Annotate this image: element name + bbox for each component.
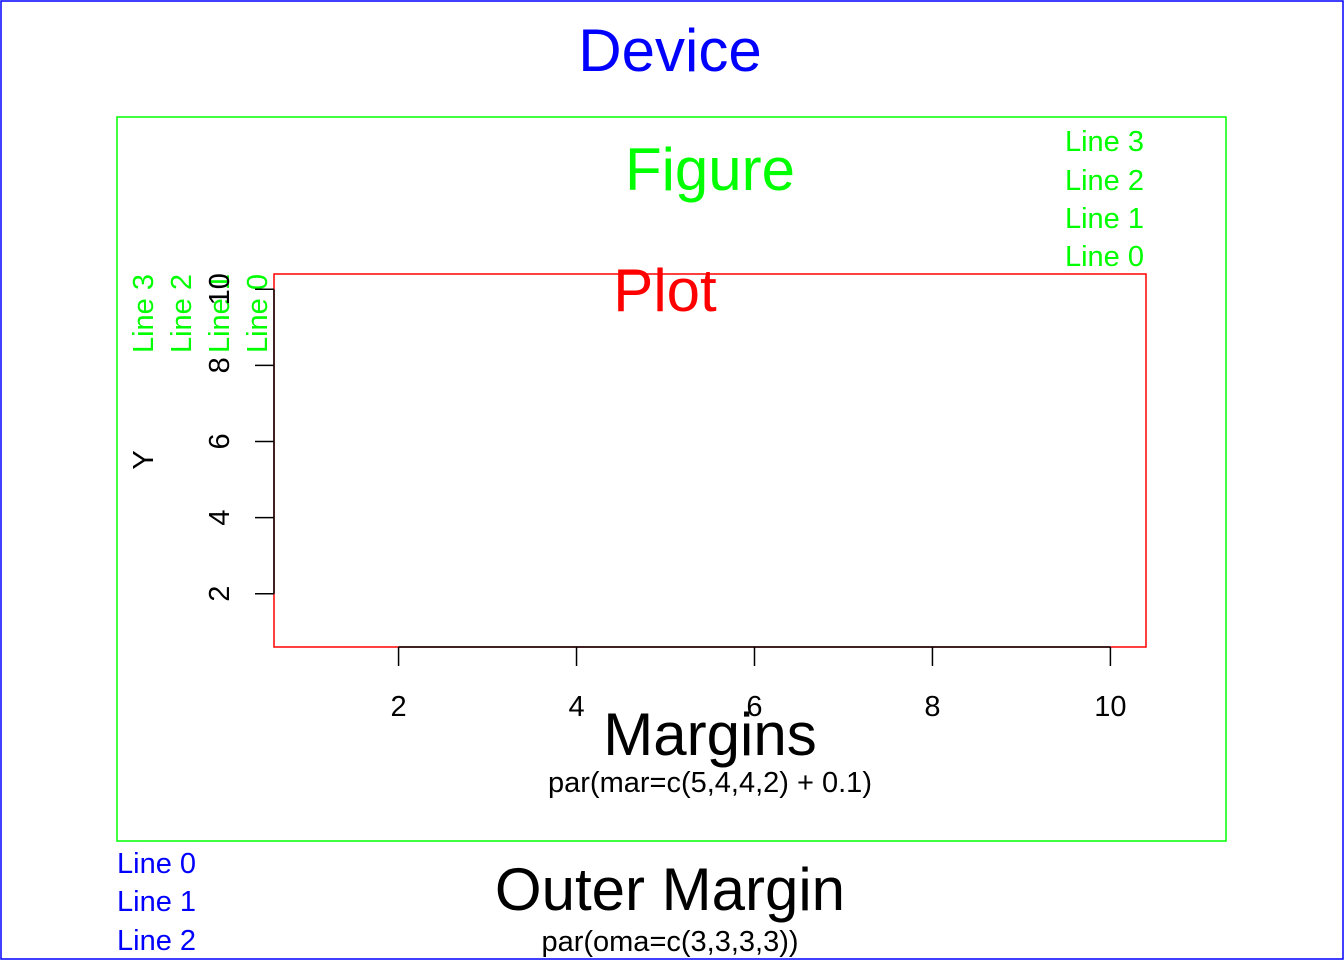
figure-top-margin-lines: Line 3 Line 2 Line 1 Line 0 (1065, 126, 1144, 273)
y-tick-label: 8 (204, 357, 236, 373)
figure-left-margin-lines: Line 3 Line 2 Line 1 Line 0 (128, 274, 274, 353)
y-tick-label: 2 (204, 586, 236, 602)
figure-left-line-3: Line 3 (128, 274, 160, 353)
y-axis-label: Y (128, 450, 160, 469)
x-tick-label: 10 (1094, 691, 1126, 723)
y-tick-label: 4 (204, 510, 236, 526)
figure-left-line-0: Line 0 (242, 274, 274, 353)
x-tick-label: 6 (746, 691, 762, 723)
x-tick-label: 8 (924, 691, 940, 723)
outer-margin-lines: Line 0 Line 1 Line 2 (117, 848, 196, 957)
margins-code: par(mar=c(5,4,4,2) + 0.1) (548, 767, 872, 799)
figure-title: Figure (625, 136, 795, 203)
figure-top-line-2: Line 2 (1065, 165, 1144, 197)
figure-top-line-1: Line 1 (1065, 203, 1144, 235)
y-tick-label: 6 (204, 433, 236, 449)
margins-title: Margins (603, 701, 816, 768)
outer-margin-code: par(oma=c(3,3,3,3)) (541, 926, 798, 958)
figure-top-line-0: Line 0 (1065, 241, 1144, 273)
outer-line-2: Line 2 (117, 925, 196, 957)
y-axis: 2 4 6 8 10 (204, 273, 275, 602)
device-title: Device (578, 17, 761, 84)
plot-title: Plot (613, 257, 717, 324)
x-axis: 2 4 6 8 10 (391, 646, 1127, 723)
figure-left-line-2: Line 2 (166, 274, 198, 353)
figure-top-line-3: Line 3 (1065, 126, 1144, 158)
x-tick-label: 2 (391, 691, 407, 723)
x-tick-label: 4 (568, 691, 584, 723)
outer-line-0: Line 0 (117, 848, 196, 880)
figure-left-line-1: Line 1 (204, 274, 236, 353)
plot-border (273, 273, 1147, 648)
outer-line-1: Line 1 (117, 886, 196, 918)
y-tick-label: 10 (204, 273, 236, 305)
outer-margin-title: Outer Margin (495, 856, 845, 923)
figure-border (116, 116, 1227, 842)
